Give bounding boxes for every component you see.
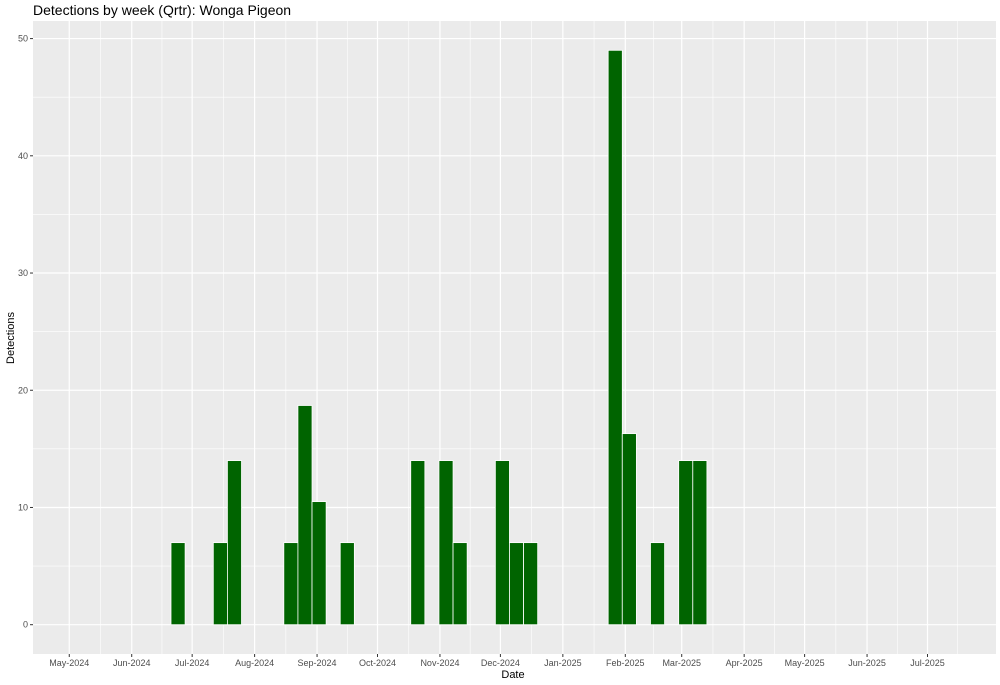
bars-layer xyxy=(170,49,708,626)
x-tick-label: Sep-2024 xyxy=(298,658,337,668)
bar xyxy=(283,542,299,626)
x-tick-label: Jan-2025 xyxy=(544,658,582,668)
y-axis-title: Detections xyxy=(5,312,17,364)
bar xyxy=(452,542,468,626)
bar xyxy=(523,542,539,626)
bar xyxy=(170,542,186,626)
bar xyxy=(297,405,313,626)
y-axis: 0 10 20 30 40 50 xyxy=(18,34,33,630)
x-tick-label: Mar-2025 xyxy=(662,658,701,668)
major-y-gridlines xyxy=(33,37,996,626)
x-tick-label: Dec-2024 xyxy=(481,658,520,668)
x-tick-label: May-2025 xyxy=(785,658,825,668)
y-tick-label: 40 xyxy=(18,151,28,161)
bar xyxy=(678,460,694,626)
major-x-gridlines xyxy=(68,21,929,654)
x-tick-label: Oct-2024 xyxy=(359,658,396,668)
bar xyxy=(212,542,228,626)
bar xyxy=(650,542,665,626)
chart-title: Detections by week (Qrtr): Wonga Pigeon xyxy=(33,2,292,18)
bar xyxy=(339,542,355,626)
bar xyxy=(410,460,426,626)
x-tick-label: May-2024 xyxy=(49,658,89,668)
y-tick-label: 20 xyxy=(18,385,28,395)
x-tick-label: Jul-2025 xyxy=(910,658,945,668)
bar xyxy=(509,542,524,626)
x-tick-label: Aug-2024 xyxy=(235,658,274,668)
x-tick-label: Nov-2024 xyxy=(420,658,459,668)
y-tick-label: 0 xyxy=(23,620,28,630)
x-tick-label: Jun-2025 xyxy=(848,658,886,668)
x-tick-label: Feb-2025 xyxy=(606,658,645,668)
bar xyxy=(621,433,637,626)
x-tick-label: Jun-2024 xyxy=(113,658,151,668)
bar xyxy=(227,460,242,626)
y-tick-label: 10 xyxy=(18,502,28,512)
bar xyxy=(607,49,623,626)
y-tick-label: 50 xyxy=(18,34,28,44)
bar xyxy=(311,501,327,626)
y-tick-label: 30 xyxy=(18,268,28,278)
x-tick-label: Apr-2025 xyxy=(726,658,763,668)
bar xyxy=(438,460,454,626)
bar xyxy=(692,460,708,626)
x-axis: May-2024 Jun-2024 Jul-2024 Aug-2024 Sep-2024… xyxy=(49,654,945,668)
x-tick-label: Jul-2024 xyxy=(175,658,210,668)
bar xyxy=(494,460,510,626)
x-axis-title: Date xyxy=(501,669,524,681)
